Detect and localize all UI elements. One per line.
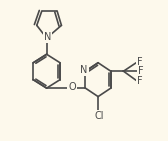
Text: O: O: [68, 82, 76, 92]
Text: N: N: [44, 32, 51, 42]
Text: F: F: [138, 66, 143, 76]
Text: F: F: [137, 57, 142, 67]
Text: Cl: Cl: [95, 111, 104, 121]
Text: N: N: [80, 65, 88, 75]
Text: F: F: [137, 76, 142, 86]
